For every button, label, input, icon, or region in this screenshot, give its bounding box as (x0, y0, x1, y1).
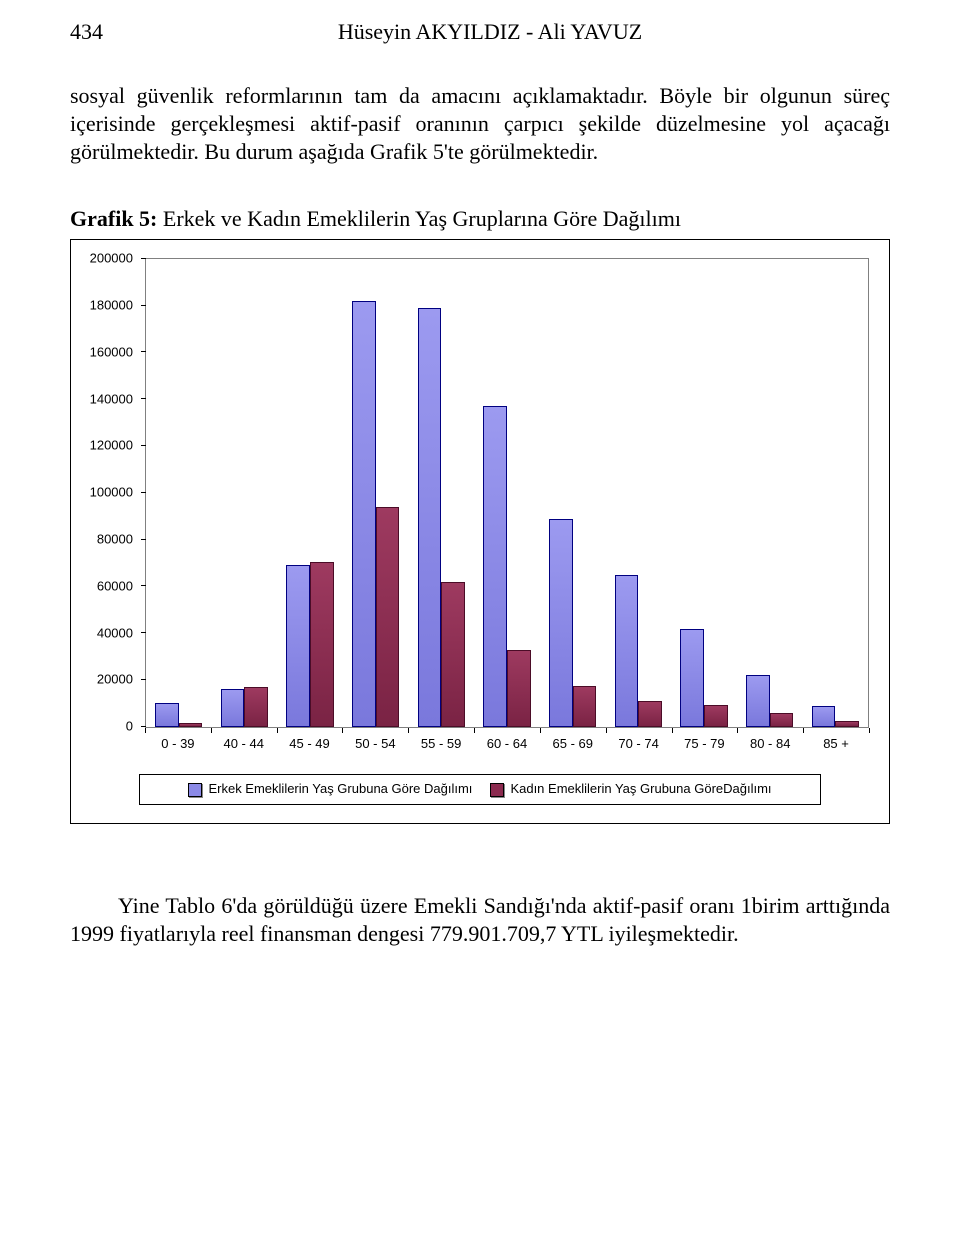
chart-bar-kadin (507, 650, 531, 727)
chart-x-axis-labels: 0 - 3940 - 4445 - 4950 - 5455 - 5960 - 6… (145, 734, 869, 753)
chart-x-label: 70 - 74 (606, 734, 672, 753)
chart-bar-erkek (615, 575, 639, 727)
chart-y-label: 200000 (90, 250, 133, 267)
chart-x-tick (474, 728, 475, 733)
chart-y-axis-labels: 0200004000060000800001000001200001400001… (81, 259, 139, 727)
chart-x-label: 65 - 69 (540, 734, 606, 753)
chart-bar-erkek (418, 308, 442, 727)
chart-bar-kadin (310, 562, 334, 727)
chart-y-tick (141, 258, 146, 259)
chart-caption-text: Erkek ve Kadın Emeklilerin Yaş Grupların… (157, 206, 681, 231)
chart-bar-erkek (746, 675, 770, 726)
paragraph-intro: sosyal güvenlik reformlarının tam da ama… (70, 82, 890, 166)
chart-y-tick (141, 445, 146, 446)
chart-bar-kadin (179, 723, 203, 727)
chart-bar-erkek (352, 301, 376, 727)
chart-bar-kadin (441, 582, 465, 727)
chart-bar-erkek (549, 519, 573, 727)
chart-x-tick (211, 728, 212, 733)
chart-y-label: 100000 (90, 484, 133, 501)
chart-y-tick (141, 539, 146, 540)
chart-y-label: 60000 (97, 578, 133, 595)
chart-plot-area: 0200004000060000800001000001200001400001… (145, 258, 869, 728)
chart-x-tick (408, 728, 409, 733)
chart-x-tick (277, 728, 278, 733)
chart-legend: Erkek Emeklilerin Yaş Grubuna Göre Dağıl… (139, 774, 821, 805)
chart-bar-erkek (286, 565, 310, 726)
chart-x-label: 85 + (803, 734, 869, 753)
chart-bar-kadin (638, 701, 662, 727)
legend-item-kadin: Kadın Emeklilerin Yaş Grubuna GöreDağılı… (490, 781, 771, 798)
chart-bar-kadin (770, 713, 794, 727)
chart-y-tick (141, 726, 146, 727)
chart-caption: Grafik 5: Erkek ve Kadın Emeklilerin Yaş… (70, 205, 890, 233)
chart-y-label: 80000 (97, 531, 133, 548)
chart-x-label: 40 - 44 (211, 734, 277, 753)
chart-bar-kadin (704, 705, 728, 727)
header-authors: Hüseyin AKYILDIZ - Ali YAVUZ (150, 18, 890, 46)
chart-y-label: 180000 (90, 297, 133, 314)
legend-label-kadin: Kadın Emeklilerin Yaş Grubuna GöreDağılı… (510, 781, 771, 798)
chart-frame: 0 20000 40000 60000 80000 100000 120000 140000 1… (70, 239, 890, 824)
chart-y-label: 40000 (97, 625, 133, 642)
paragraph-conclusion: Yine Tablo 6'da görüldüğü üzere Emekli S… (70, 892, 890, 948)
chart-x-tick (737, 728, 738, 733)
chart-bars (146, 259, 868, 727)
chart-x-label: 55 - 59 (408, 734, 474, 753)
chart-bar-erkek (155, 703, 179, 726)
chart-x-label: 0 - 39 (145, 734, 211, 753)
chart-y-tick (141, 305, 146, 306)
chart-bar-kadin (835, 721, 859, 727)
chart-x-label: 45 - 49 (277, 734, 343, 753)
chart-bar-kadin (376, 507, 400, 727)
chart-x-tick (540, 728, 541, 733)
chart-x-tick (606, 728, 607, 733)
chart-x-label: 50 - 54 (342, 734, 408, 753)
chart-y-tick (141, 492, 146, 493)
chart-bar-erkek (483, 406, 507, 727)
legend-swatch-maroon (490, 783, 504, 797)
chart-bar-erkek (812, 706, 836, 727)
chart-y-label: 0 (126, 718, 133, 735)
chart-y-label: 20000 (97, 672, 133, 689)
chart-bar-kadin (244, 687, 268, 727)
chart-y-tick (141, 398, 146, 399)
chart-bar-kadin (573, 686, 597, 727)
chart-x-label: 75 - 79 (672, 734, 738, 753)
chart-y-tick (141, 632, 146, 633)
chart-x-tick (869, 728, 870, 733)
page-number: 434 (70, 18, 150, 46)
chart-bar-erkek (680, 629, 704, 727)
chart-bar-erkek (221, 689, 245, 726)
chart-x-label: 80 - 84 (737, 734, 803, 753)
chart-caption-label: Grafik 5: (70, 206, 157, 231)
chart-y-label: 140000 (90, 391, 133, 408)
chart-x-tick (145, 728, 146, 733)
chart-y-label: 120000 (90, 438, 133, 455)
chart-y-tick (141, 679, 146, 680)
chart-y-tick (141, 585, 146, 586)
chart-x-tick (803, 728, 804, 733)
chart-x-label: 60 - 64 (474, 734, 540, 753)
chart-x-tick (342, 728, 343, 733)
legend-item-erkek: Erkek Emeklilerin Yaş Grubuna Göre Dağıl… (188, 781, 472, 798)
legend-swatch-blue (188, 783, 202, 797)
chart-y-label: 160000 (90, 344, 133, 361)
chart-x-tick (672, 728, 673, 733)
chart-x-ticks (145, 728, 869, 734)
legend-label-erkek: Erkek Emeklilerin Yaş Grubuna Göre Dağıl… (208, 781, 472, 798)
chart-y-tick (141, 351, 146, 352)
